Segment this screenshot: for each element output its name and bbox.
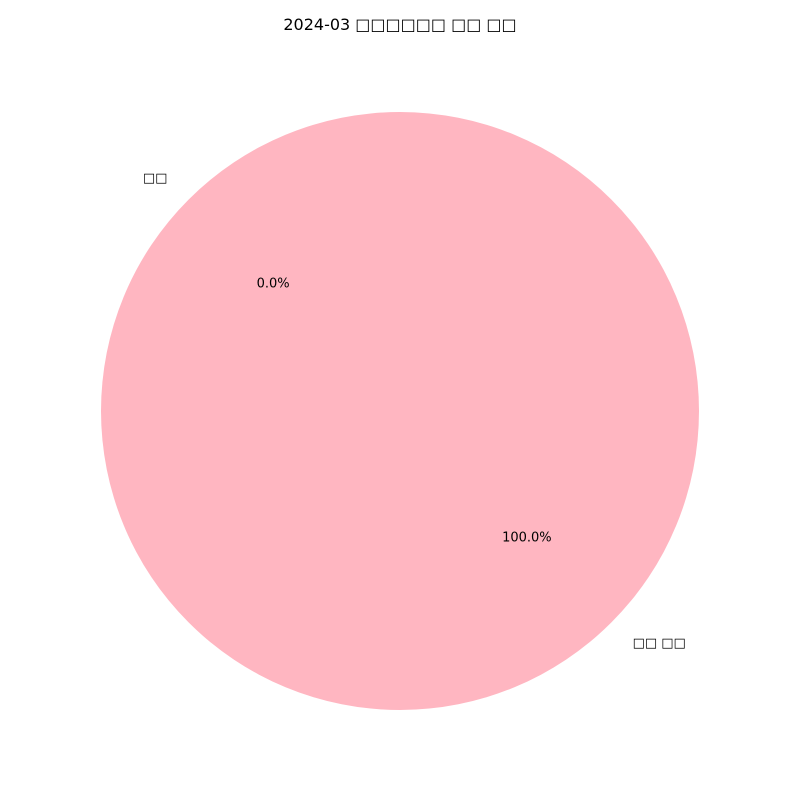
slice-label-1: □□ — [143, 171, 168, 186]
slice-percent-label-1: 0.0% — [257, 277, 290, 292]
slice-label-0: □□ □□ — [633, 636, 686, 651]
chart-title: 2024-03 □□□□□□ □□ □□ — [283, 15, 516, 34]
pie-slice-0 — [101, 112, 699, 710]
pie-slices — [101, 112, 699, 710]
slice-percent-label-0: 100.0% — [502, 530, 552, 545]
pie-labels: □□ □□ 100.0% □□ 0.0% — [143, 171, 686, 651]
